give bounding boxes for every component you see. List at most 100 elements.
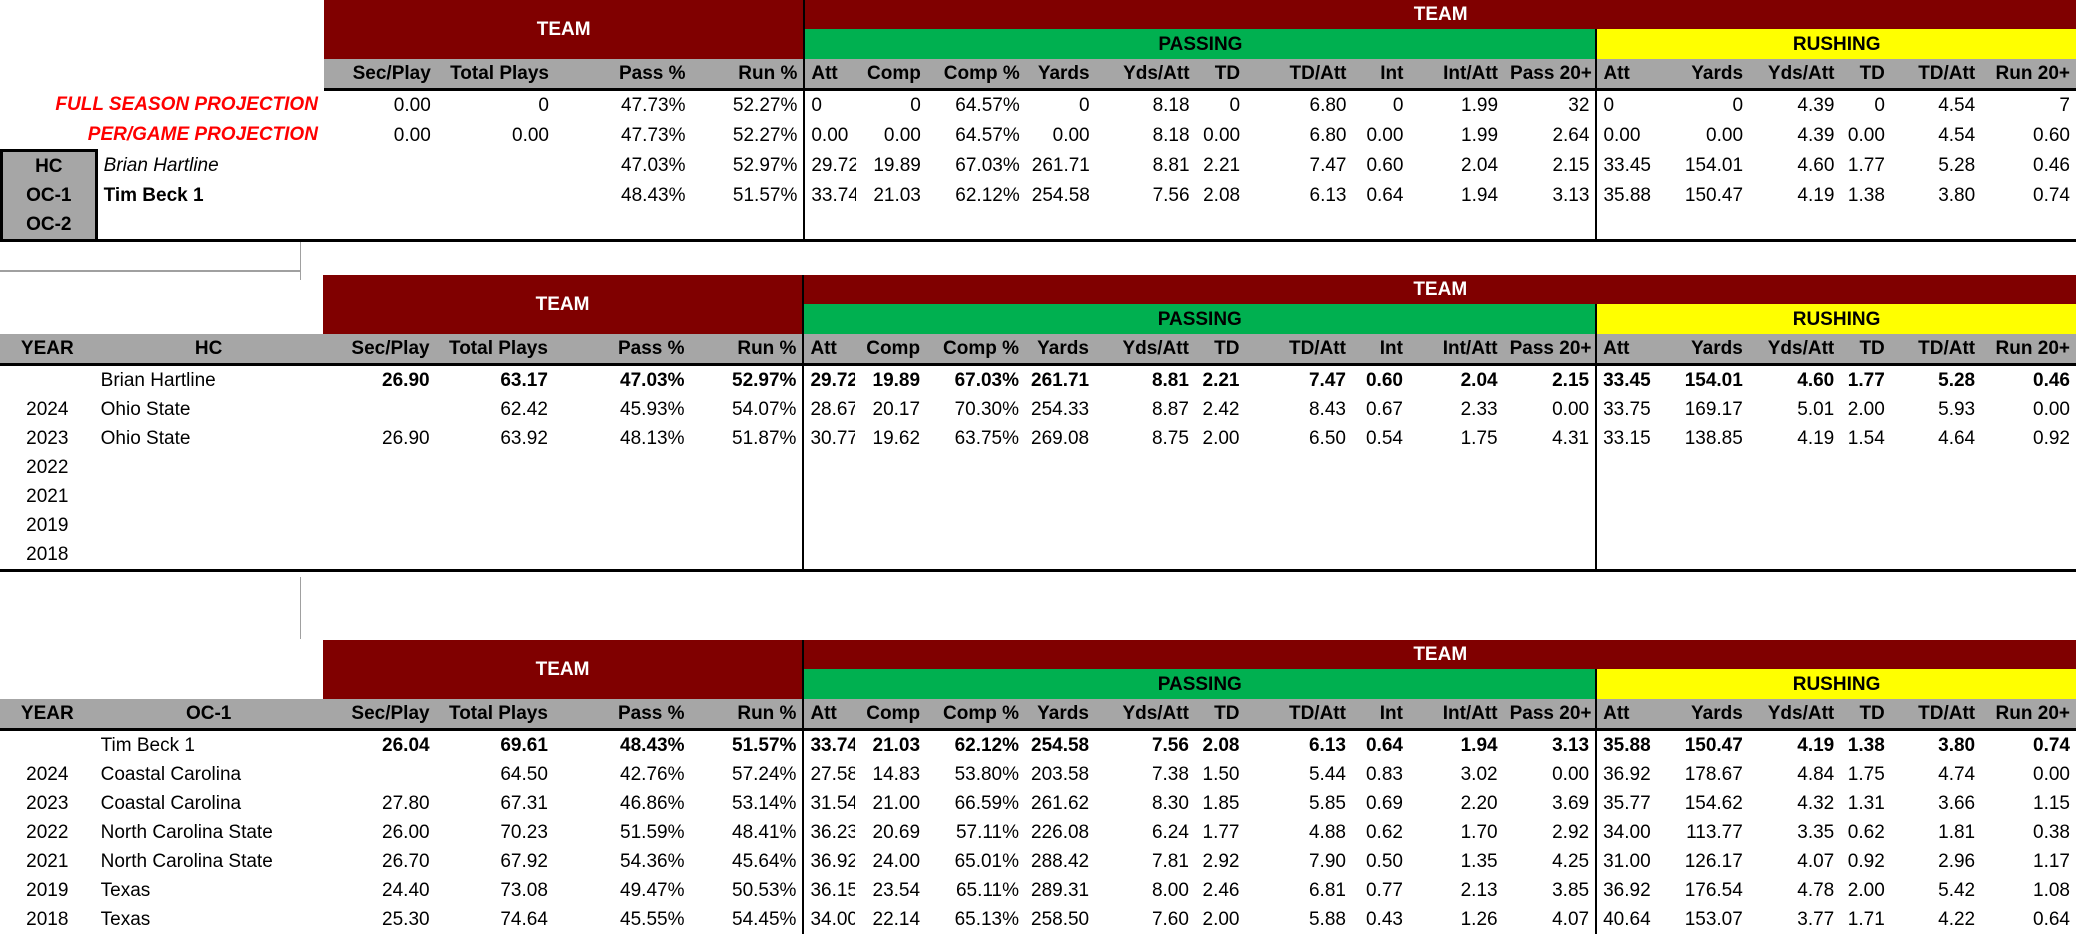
stat-cell — [1748, 540, 1841, 572]
stat-cell — [1409, 511, 1504, 540]
stat-cell: 67.92 — [500, 851, 548, 872]
stat-cell: 4.07 — [1552, 909, 1590, 930]
role-value: 21.03 — [873, 185, 921, 206]
summary-value: 261.71 — [1031, 370, 1090, 391]
stat-cell — [436, 511, 554, 540]
rushing-group-header: RUSHING — [1595, 669, 2076, 699]
stat-cell: 2.00 — [1847, 880, 1885, 901]
stat-cell: 8.30 — [1151, 793, 1189, 814]
blank-cell — [0, 669, 323, 699]
stat-cell: 65.11% — [955, 880, 1020, 901]
stat-cell: 169.17 — [1684, 399, 1743, 420]
name-column-header: OC-1 — [94, 699, 323, 731]
table-row: 2021 North Carolina State 26.70 67.92 54.36%… — [0, 847, 2076, 876]
passing-column-header: Yds/Att — [1094, 334, 1195, 366]
stat-cell: 6.24 — [1151, 822, 1189, 843]
stat-cell — [1840, 453, 1891, 482]
stat-cell: 4.07 — [1797, 851, 1835, 872]
stat-cell: 0.54 — [1365, 428, 1403, 449]
stat-cell — [1504, 482, 1597, 511]
stat-cell: 49.47% — [620, 880, 685, 901]
blank-cell — [0, 730, 95, 761]
stat-cell — [1840, 511, 1891, 540]
stat-cell: 0.38 — [2033, 822, 2070, 843]
table-row: 2022 — [0, 453, 2076, 482]
stat-cell: 0.00 — [1552, 399, 1590, 420]
stat-cell — [1840, 482, 1891, 511]
coach-name — [96, 210, 324, 242]
stat-cell: 0.43 — [1365, 909, 1403, 930]
stat-cell: 7.90 — [1308, 851, 1346, 872]
stat-cell: 5.93 — [1938, 399, 1976, 420]
summary-value: 63.17 — [500, 370, 548, 391]
rushing-column-header: Att — [1595, 334, 1653, 366]
team-column-header: Sec/Play — [323, 59, 437, 91]
stat-cell: 23.54 — [872, 880, 921, 901]
stat-cell: 36.92 — [802, 847, 856, 876]
passing-column-header: Pass 20+ — [1504, 59, 1597, 91]
stat-cell: 113.77 — [1686, 822, 1743, 843]
summary-value: 1.38 — [1847, 735, 1885, 756]
role-value: 3.13 — [1552, 185, 1590, 206]
role-value: 33.74 — [803, 181, 856, 210]
projection-table: TEAM TEAM PASSING RUSHING Sec/Play Total … — [0, 0, 2076, 242]
rushing-column-header: Run 20+ — [1981, 59, 2076, 91]
blank-cell — [0, 640, 323, 669]
projection-value: 4.39 — [1797, 95, 1835, 116]
stat-cell — [553, 540, 691, 572]
stat-cell: 5.42 — [1938, 880, 1976, 901]
projection-value: 4.54 — [1938, 124, 1976, 146]
summary-value: 21.03 — [872, 735, 921, 756]
blank-cell — [0, 365, 95, 396]
role-value — [1025, 210, 1096, 242]
stat-cell — [1245, 540, 1352, 572]
rushing-group-header: RUSHING — [1595, 304, 2076, 334]
stat-cell: 57.24% — [732, 764, 797, 785]
projection-value: 47.73% — [621, 124, 686, 146]
projection-value: 0.00 — [393, 124, 431, 146]
role-value: 150.47 — [1684, 185, 1744, 206]
summary-value: 47.03% — [620, 370, 685, 391]
stat-cell: 54.07% — [732, 399, 797, 420]
summary-value: 26.04 — [382, 735, 430, 756]
stat-cell: 7.60 — [1151, 909, 1189, 930]
passing-column-header: Att — [802, 699, 856, 731]
stat-cell: 53.80% — [954, 764, 1020, 785]
stat-cell — [802, 482, 856, 511]
stat-cell: 31.00 — [1595, 847, 1653, 876]
stat-cell: 1.70 — [1460, 822, 1498, 843]
stat-cell — [1504, 453, 1597, 482]
stat-cell: 20.17 — [872, 399, 921, 420]
summary-value: 7.47 — [1308, 370, 1346, 391]
stat-cell — [855, 453, 926, 482]
stat-cell: 54.36% — [620, 851, 685, 872]
stat-cell: 126.17 — [1684, 851, 1743, 872]
stat-cell: 2.92 — [1552, 822, 1590, 843]
role-value: 2.04 — [1461, 155, 1499, 177]
projection-value: 0.00 — [1706, 124, 1744, 146]
summary-value: 154.01 — [1684, 370, 1743, 391]
passing-column-header: Comp — [855, 334, 927, 366]
role-value: 51.57% — [732, 185, 798, 206]
rushing-column-header: Yards — [1652, 334, 1749, 366]
stat-cell — [926, 511, 1025, 540]
stat-cell — [802, 453, 856, 482]
stat-cell — [1352, 482, 1409, 511]
stat-cell: 36.92 — [1595, 876, 1653, 905]
stat-cell — [1195, 482, 1246, 511]
stat-cell — [1890, 540, 1982, 572]
stat-cell — [1025, 482, 1095, 511]
stat-cell: 288.42 — [1031, 851, 1090, 872]
projection-value: 6.80 — [1309, 95, 1347, 116]
passing-column-header: Yds/Att — [1095, 59, 1196, 91]
role-value — [555, 210, 692, 242]
stat-cell — [691, 511, 804, 540]
role-value: 62.12% — [955, 185, 1020, 206]
stat-cell — [1195, 453, 1246, 482]
stat-cell — [802, 511, 856, 540]
projection-value: 52.27% — [732, 124, 798, 146]
role-label: OC-2 — [0, 210, 98, 242]
stat-cell — [926, 482, 1025, 511]
summary-value: 4.60 — [1797, 370, 1835, 391]
stat-cell — [1195, 511, 1246, 540]
